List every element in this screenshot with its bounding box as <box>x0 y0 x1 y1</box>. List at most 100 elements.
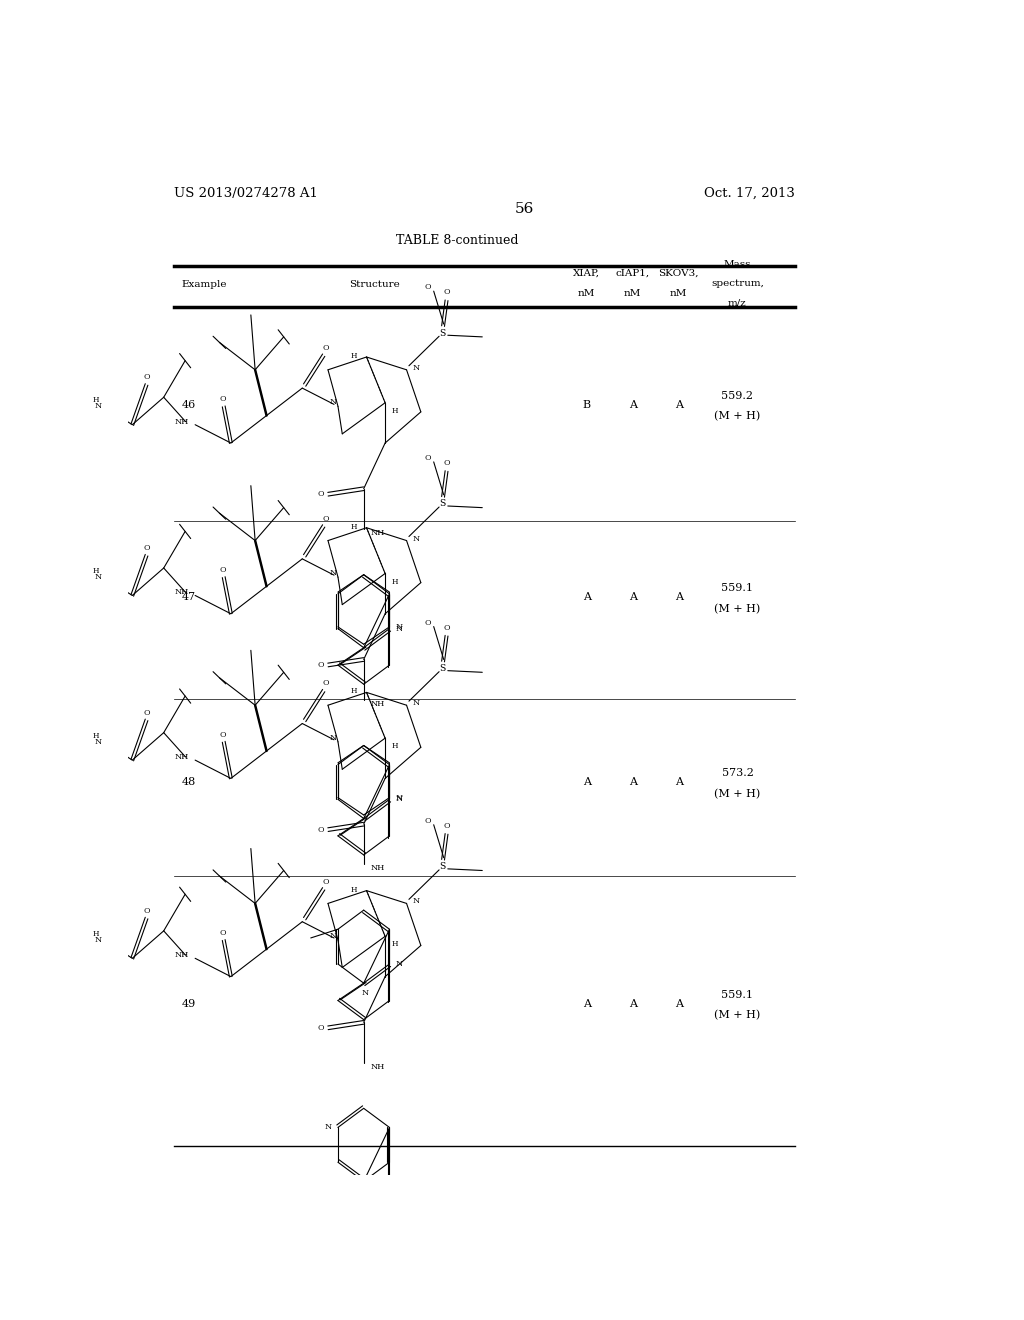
Text: XIAP,: XIAP, <box>573 269 600 277</box>
Text: (M + H): (M + H) <box>715 603 761 614</box>
Text: N: N <box>396 624 403 632</box>
Text: O: O <box>220 929 226 937</box>
Text: 48: 48 <box>182 777 197 788</box>
Text: N: N <box>396 960 403 968</box>
Text: A: A <box>675 593 683 602</box>
Text: S: S <box>439 664 445 673</box>
Text: TABLE 8-continued: TABLE 8-continued <box>396 234 518 247</box>
Text: Example: Example <box>182 280 227 289</box>
Text: NH: NH <box>174 589 188 597</box>
Text: H: H <box>391 407 398 414</box>
Text: O: O <box>143 709 150 717</box>
Text: SKOV3,: SKOV3, <box>658 269 699 277</box>
Text: m/z: m/z <box>728 298 746 308</box>
Text: O: O <box>443 459 450 467</box>
Text: S: S <box>439 499 445 508</box>
Text: (M + H): (M + H) <box>715 1010 761 1020</box>
Text: A: A <box>675 400 683 411</box>
Text: Oct. 17, 2013: Oct. 17, 2013 <box>703 187 795 199</box>
Text: O: O <box>317 1024 324 1032</box>
Text: O: O <box>425 454 431 462</box>
Text: 573.2: 573.2 <box>722 768 754 779</box>
Text: US 2013/0274278 A1: US 2013/0274278 A1 <box>174 187 317 199</box>
Text: O: O <box>443 822 450 830</box>
Text: A: A <box>629 777 637 788</box>
Text: O: O <box>425 619 431 627</box>
Text: H: H <box>350 886 357 894</box>
Text: O: O <box>323 515 330 523</box>
Text: N: N <box>330 399 337 407</box>
Text: nM: nM <box>624 289 641 298</box>
Text: NH: NH <box>174 752 188 762</box>
Text: O: O <box>425 284 431 292</box>
Text: A: A <box>583 999 591 1008</box>
Text: H: H <box>350 523 357 531</box>
Text: N: N <box>412 364 419 372</box>
Text: O: O <box>323 878 330 886</box>
Text: N: N <box>94 936 101 944</box>
Text: O: O <box>143 907 150 915</box>
Text: NH: NH <box>370 700 384 708</box>
Text: H: H <box>391 742 398 750</box>
Text: O: O <box>317 490 324 498</box>
Text: O: O <box>143 374 150 381</box>
Text: H: H <box>391 578 398 586</box>
Text: O: O <box>220 395 226 404</box>
Text: N: N <box>412 535 419 543</box>
Text: (M + H): (M + H) <box>715 412 761 421</box>
Text: A: A <box>629 400 637 411</box>
Text: O: O <box>317 661 324 669</box>
Text: A: A <box>583 593 591 602</box>
Text: 56: 56 <box>515 202 535 216</box>
Text: N: N <box>94 573 101 581</box>
Text: spectrum,: spectrum, <box>711 279 764 288</box>
Text: N: N <box>396 793 403 801</box>
Text: N: N <box>412 700 419 708</box>
Text: cIAP1,: cIAP1, <box>615 269 650 277</box>
Text: H: H <box>92 731 99 739</box>
Text: O: O <box>443 623 450 631</box>
Text: NH: NH <box>174 417 188 425</box>
Text: N: N <box>330 932 337 940</box>
Text: O: O <box>220 566 226 574</box>
Text: NH: NH <box>370 865 384 873</box>
Text: H: H <box>391 940 398 949</box>
Text: 47: 47 <box>182 593 196 602</box>
Text: 559.1: 559.1 <box>722 990 754 999</box>
Text: N: N <box>94 738 101 746</box>
Text: N: N <box>330 569 337 577</box>
Text: Structure: Structure <box>348 280 399 289</box>
Text: 49: 49 <box>182 999 197 1008</box>
Text: NH: NH <box>174 952 188 960</box>
Text: H: H <box>350 352 357 360</box>
Text: N: N <box>412 898 419 906</box>
Text: Mass: Mass <box>724 260 752 268</box>
Text: H: H <box>350 688 357 696</box>
Text: A: A <box>675 777 683 788</box>
Text: O: O <box>323 345 330 352</box>
Text: nM: nM <box>578 289 595 298</box>
Text: O: O <box>425 817 431 825</box>
Text: A: A <box>675 999 683 1008</box>
Text: NH: NH <box>370 529 384 537</box>
Text: B: B <box>583 400 591 411</box>
Text: O: O <box>143 544 150 552</box>
Text: H: H <box>92 929 99 939</box>
Text: S: S <box>439 862 445 871</box>
Text: NH: NH <box>370 1063 384 1071</box>
Text: N: N <box>396 796 403 804</box>
Text: H: H <box>92 396 99 404</box>
Text: nM: nM <box>670 289 687 298</box>
Text: O: O <box>323 680 330 688</box>
Text: N: N <box>94 403 101 411</box>
Text: 46: 46 <box>182 400 197 411</box>
Text: A: A <box>629 999 637 1008</box>
Text: N: N <box>325 1123 332 1131</box>
Text: A: A <box>583 777 591 788</box>
Text: N: N <box>361 989 369 998</box>
Text: 559.1: 559.1 <box>722 583 754 593</box>
Text: O: O <box>220 731 226 739</box>
Text: 559.2: 559.2 <box>722 391 754 401</box>
Text: N: N <box>396 623 403 631</box>
Text: O: O <box>317 825 324 834</box>
